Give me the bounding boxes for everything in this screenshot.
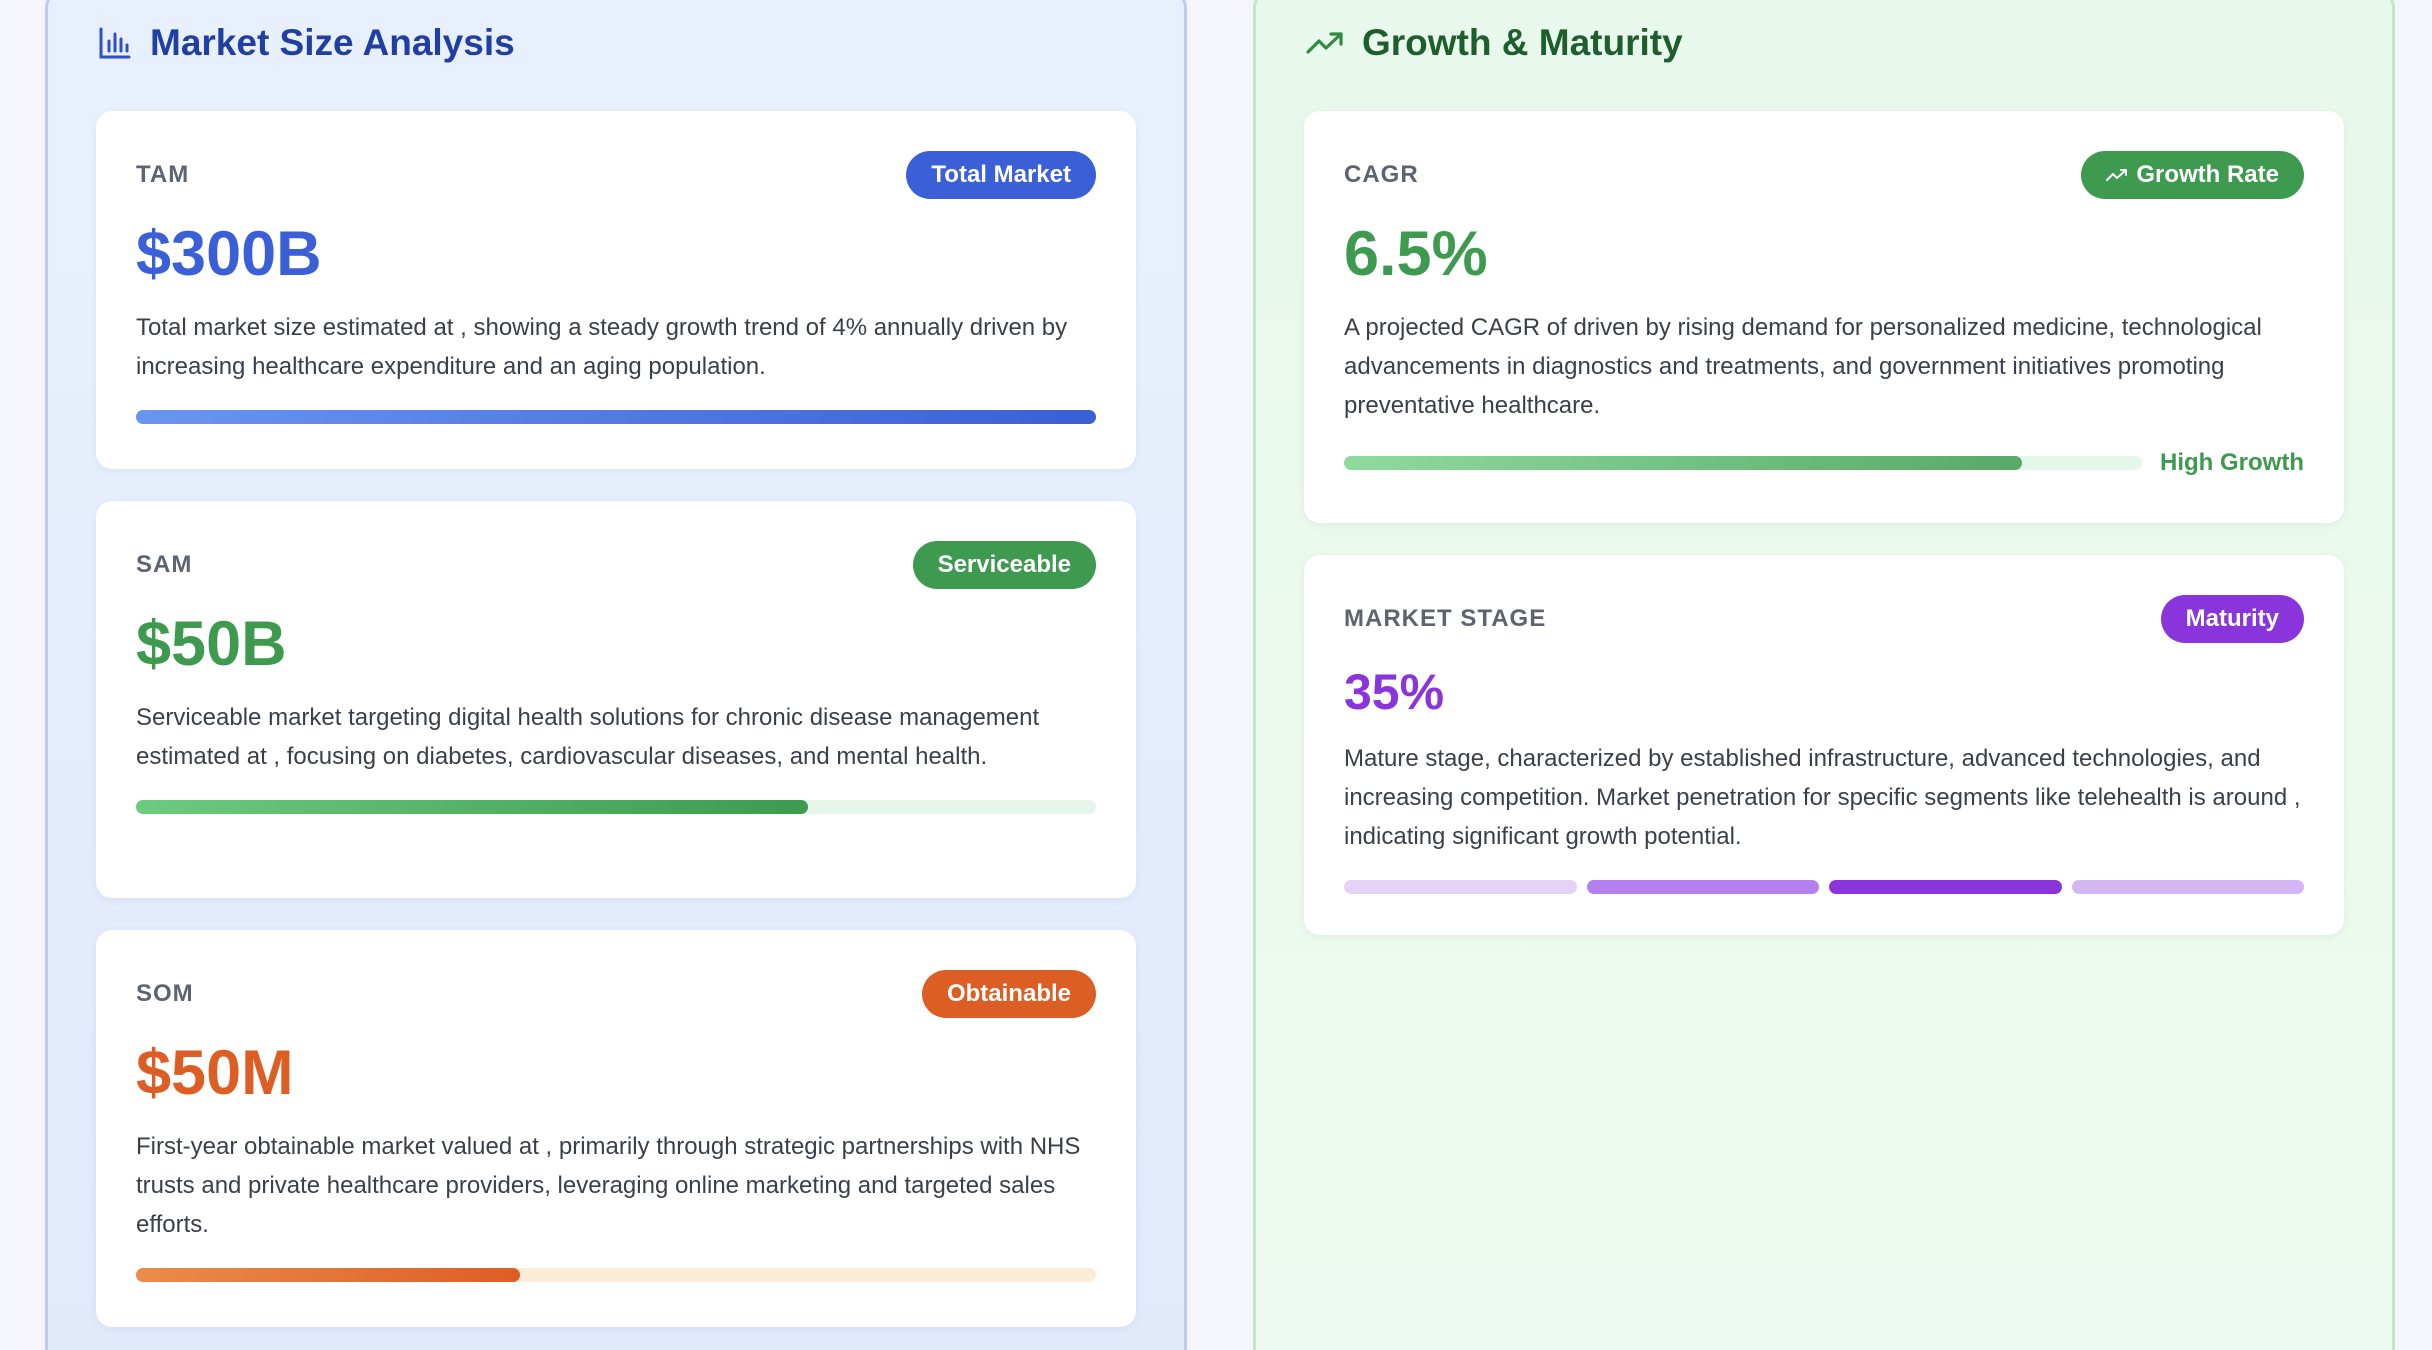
- som-progress-fill: [136, 1268, 520, 1282]
- growth-maturity-header: Growth & Maturity: [1304, 3, 2344, 83]
- obtainable-badge: Obtainable: [921, 970, 1096, 1018]
- som-description: First-year obtainable market valued at ,…: [136, 1133, 1081, 1238]
- total-market-badge: Total Market: [906, 151, 1096, 199]
- stage-segment-4: [2071, 880, 2304, 894]
- market-size-panel: Market Size Analysis TAM Total Market $3…: [45, 0, 1187, 1350]
- serviceable-badge: Serviceable: [912, 541, 1096, 589]
- market-stage-description: Mature stage, characterized by establish…: [1344, 745, 2301, 850]
- tam-card: TAM Total Market $300B Total market size…: [96, 111, 1136, 469]
- cagr-label: CAGR: [1344, 161, 1419, 188]
- tam-description: Total market size estimated at , showing…: [136, 314, 1068, 380]
- stage-segment-1: [1344, 880, 1577, 894]
- som-value: $50M: [136, 1038, 294, 1108]
- tam-label: TAM: [136, 161, 190, 188]
- growth-maturity-title: Growth & Maturity: [1362, 22, 1683, 63]
- cagr-progress-fill: [1344, 456, 2023, 470]
- market-stage-value: 35%: [1344, 664, 1445, 720]
- som-progress-track: [136, 1268, 1096, 1282]
- tam-value: $300B: [136, 219, 322, 289]
- trending-up-icon: [2106, 169, 2128, 181]
- market-stage-card: MARKET STAGE Maturity 35% Mature stage, …: [1304, 555, 2344, 935]
- market-size-header: Market Size Analysis: [96, 3, 1136, 83]
- sam-card: SAM Serviceable $50B Serviceable market …: [96, 501, 1136, 898]
- cagr-card: CAGR Growth Rate 6.5% A projected CAGR o…: [1304, 111, 2344, 523]
- tam-progress-fill: [136, 410, 1096, 424]
- sam-value: $50B: [136, 609, 287, 679]
- som-card: SOM Obtainable $50M First-year obtainabl…: [96, 930, 1136, 1327]
- market-stage-label: MARKET STAGE: [1344, 605, 1547, 632]
- sam-description: Serviceable market targeting digital hea…: [136, 704, 1040, 770]
- growth-rate-badge-label: Growth Rate: [2136, 161, 2279, 188]
- tam-progress-track: [136, 410, 1096, 424]
- bar-chart-icon: [99, 27, 131, 59]
- stage-segment-2: [1586, 880, 1819, 894]
- growth-maturity-panel: Growth & Maturity CAGR Growth Rate 6.5% …: [1253, 0, 2395, 1350]
- som-label: SOM: [136, 980, 194, 1007]
- cagr-value: 6.5%: [1344, 219, 1488, 289]
- trending-up-icon: [1306, 32, 1343, 54]
- cagr-progress-track: [1344, 456, 2143, 470]
- sam-progress-fill: [136, 800, 808, 814]
- cagr-progress-row: High Growth: [1344, 449, 2304, 477]
- market-size-title: Market Size Analysis: [150, 22, 515, 63]
- sam-label: SAM: [136, 551, 193, 578]
- stage-segments: [1344, 880, 2304, 894]
- high-growth-label: High Growth: [2160, 449, 2304, 476]
- cagr-description: A projected CAGR of driven by rising dem…: [1344, 314, 2262, 419]
- sam-progress-track: [136, 800, 1096, 814]
- stage-segment-3: [1829, 880, 2062, 894]
- maturity-badge: Maturity: [2160, 595, 2304, 643]
- growth-rate-badge: Growth Rate: [2081, 151, 2304, 199]
